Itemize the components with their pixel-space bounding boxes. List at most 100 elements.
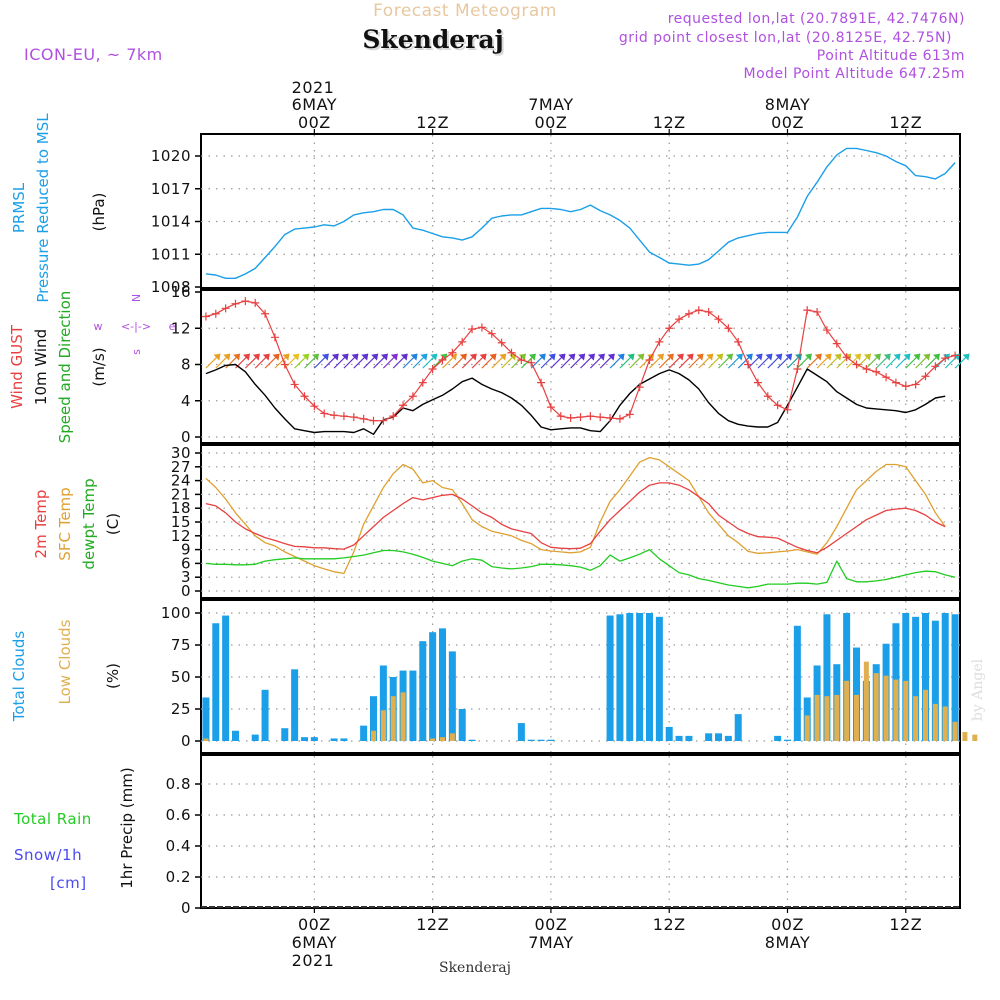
compass-w: w <box>94 320 103 333</box>
gust-marker <box>507 348 516 357</box>
gust-marker <box>408 392 417 401</box>
snow-label: Snow/1h <box>14 846 82 864</box>
dewpt-label: dewpt Temp <box>80 478 98 569</box>
wind-barb-head <box>696 353 704 361</box>
wind-speeddir-label: Speed and Direction <box>56 291 74 444</box>
bottom-tick-label: 00Z <box>298 915 331 934</box>
total-cloud-bar <box>458 709 466 741</box>
gust-marker <box>813 307 822 316</box>
total-cloud-bar <box>281 728 289 741</box>
gust-marker <box>872 367 881 376</box>
top-tick-label: 12Z <box>653 113 686 132</box>
wind-barb-head <box>371 353 379 361</box>
y-tick-label: 16 <box>171 283 191 301</box>
total-cloud-bar <box>646 613 653 741</box>
gust-marker <box>389 412 398 421</box>
gust-marker <box>783 405 792 414</box>
wind-barb-head <box>686 353 694 361</box>
wind-barbs <box>205 353 970 369</box>
low-cloud-bar <box>814 694 820 741</box>
gust-marker <box>330 411 339 420</box>
series-sfc-temp <box>205 456 946 575</box>
total-cloud-bar <box>922 613 929 741</box>
total-cloud-bar <box>232 730 239 741</box>
pressure-panel: 1008 1011 1014 1017 1020 <box>151 133 961 296</box>
low-clouds-label: Low Clouds <box>56 619 74 704</box>
y-tick-label: 30 <box>171 444 191 462</box>
wind-barb-head <box>568 353 576 361</box>
wind-barb-head <box>331 353 339 361</box>
gust-marker <box>261 309 270 318</box>
wind-barb-head <box>676 353 684 361</box>
bottom-day-label: 8MAY <box>765 933 810 952</box>
wind-barb-head <box>242 353 250 361</box>
grid-point-coords: grid point closest lon,lat (20.8125E, 42… <box>619 30 952 46</box>
top-tick-label: 12Z <box>889 113 922 132</box>
gust-marker <box>655 337 664 346</box>
gust-marker <box>724 324 733 333</box>
gust-marker <box>773 401 782 410</box>
y-tick-label: 6 <box>181 554 191 572</box>
gust-marker <box>300 392 309 401</box>
total-cloud-bar <box>685 735 693 741</box>
gust-marker <box>941 354 950 363</box>
gust-marker <box>468 325 477 334</box>
wind-barb-head <box>725 353 733 361</box>
gust-marker <box>399 401 408 410</box>
total-cloud-bar <box>843 613 851 741</box>
low-cloud-bar <box>863 661 869 741</box>
wind-barb-head <box>903 353 911 361</box>
y-tick-label: 24 <box>171 472 191 490</box>
gust-marker <box>428 365 437 374</box>
gust-marker <box>694 306 703 315</box>
wind-barb-head <box>302 353 310 361</box>
low-cloud-bar <box>449 733 455 741</box>
low-cloud-bar <box>932 703 938 741</box>
gust-marker <box>270 333 279 342</box>
wind-barb-head <box>469 353 477 361</box>
gust-marker <box>241 297 250 306</box>
gust-marker <box>556 412 565 421</box>
top-tick-label: 12Z <box>416 113 449 132</box>
wind-barb-head <box>706 353 714 361</box>
gust-marker <box>753 378 762 387</box>
top-day-label: 8MAY <box>765 95 810 114</box>
gust-marker <box>231 299 240 308</box>
total-cloud-bar <box>724 735 732 741</box>
wind-barb-head <box>607 353 615 361</box>
wind-barb-head <box>272 353 280 361</box>
low-cloud-bar <box>380 710 386 741</box>
clouds-panel: 0 25 50 75 100 <box>161 599 978 754</box>
total-cloud-bar <box>419 641 427 741</box>
top-day-label: 7MAY <box>528 95 573 114</box>
low-cloud-bar <box>893 679 899 741</box>
watermark: by Angel <box>970 658 986 721</box>
wind-barb-head <box>923 353 931 361</box>
total-cloud-bar <box>379 665 387 741</box>
total-cloud-bar <box>951 614 959 741</box>
total-cloud-bar <box>626 613 634 741</box>
point-altitude: Point Altitude 613m <box>817 48 965 64</box>
total-rain-label: Total Rain <box>13 810 92 828</box>
total-cloud-bar <box>853 647 860 741</box>
total-cloud-bar <box>517 723 525 741</box>
gust-marker <box>586 412 595 421</box>
gust-marker <box>882 373 891 382</box>
temp2m-label: 2m Temp <box>32 490 50 559</box>
y-tick-label: 15 <box>171 513 191 531</box>
y-tick-label: 1011 <box>151 245 191 263</box>
low-cloud-bar <box>972 734 978 741</box>
low-cloud-bar <box>390 696 396 741</box>
low-cloud-bar <box>903 680 909 741</box>
y-tick-label: 50 <box>171 668 191 686</box>
gust-marker <box>744 360 753 369</box>
y-tick-label: 18 <box>171 499 191 517</box>
low-cloud-bar <box>203 738 209 741</box>
total-cloud-bar <box>537 739 545 741</box>
total-cloud-bar <box>251 734 259 741</box>
gust-marker <box>635 383 644 392</box>
wind-barb-head <box>479 353 487 361</box>
gust-marker <box>527 358 536 367</box>
low-cloud-bar <box>440 737 445 741</box>
gust-marker <box>763 392 772 401</box>
